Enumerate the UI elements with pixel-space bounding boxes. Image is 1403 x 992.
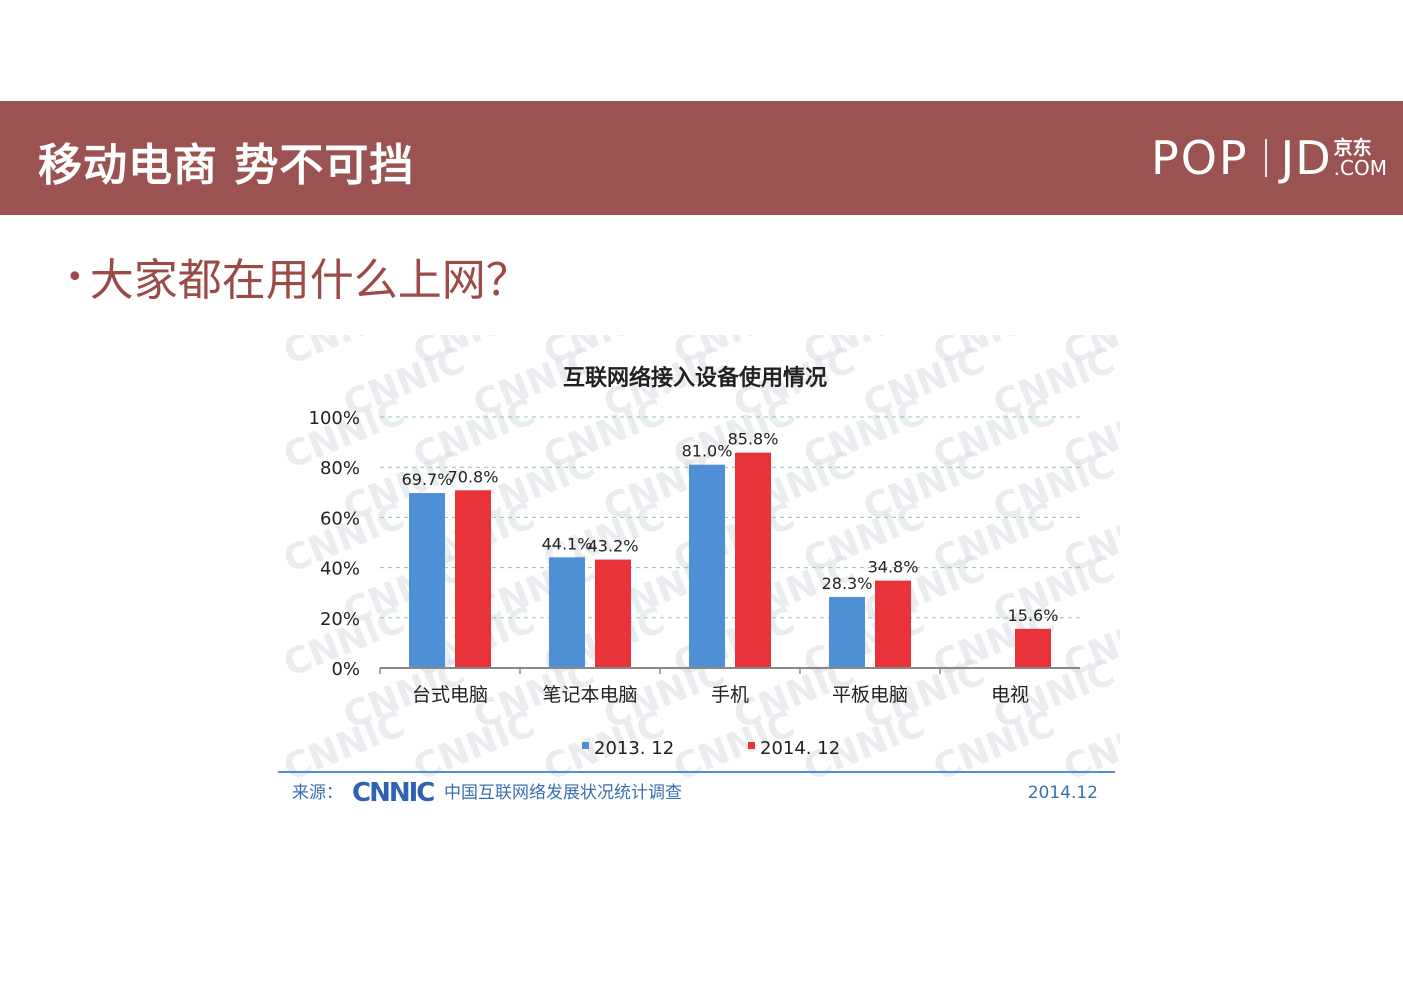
x-tick-label: 平板电脑 — [832, 684, 908, 706]
bar — [549, 557, 585, 668]
legend-label: 2013. 12 — [594, 738, 674, 759]
y-tick-label: 40% — [320, 559, 360, 580]
legend-swatch — [748, 742, 755, 749]
legend-label: 2014. 12 — [760, 738, 840, 759]
data-label: 85.8% — [728, 430, 779, 449]
bar — [595, 559, 631, 668]
subtitle-text: 大家都在用什么上网？ — [89, 255, 530, 306]
source-date: 2014.12 — [1028, 783, 1098, 803]
y-tick-label: 60% — [320, 508, 360, 529]
brand-stack: 京东 .COM — [1333, 136, 1387, 180]
bar — [455, 490, 491, 668]
brand-logo: POP JD 京东 .COM — [1151, 131, 1387, 185]
bar — [875, 580, 911, 668]
header-band: 移动电商 势不可挡 POP JD 京东 .COM — [0, 101, 1403, 215]
data-label: 70.8% — [448, 467, 499, 486]
data-label: 34.8% — [868, 558, 919, 577]
bar — [409, 493, 445, 668]
data-label: 81.0% — [682, 442, 733, 461]
source-org: 中国互联网络发展状况统计调查 — [444, 783, 682, 803]
brand-jd: JD — [1280, 131, 1332, 185]
source-prefix: 来源： — [292, 783, 343, 803]
cnnic-logo: CNNIC — [352, 778, 434, 808]
bar — [829, 596, 865, 668]
label-layer: 69.7%70.8% 44.1%43.2% 81.0%85.8% 28.3%34.8%… — [402, 430, 1059, 625]
bullet: • — [66, 260, 84, 295]
bar — [689, 464, 725, 668]
legend-swatch — [582, 742, 589, 749]
legend: 2013. 12 2014. 12 — [582, 738, 840, 759]
bar-chart: CNNICCNNICCNNICCNNICCNNICCNNICCNNICCNNIC… — [278, 335, 1120, 808]
data-label: 15.6% — [1008, 606, 1059, 625]
x-tick-label: 笔记本电脑 — [542, 684, 637, 706]
chart-title: 互联网络接入设备使用情况 — [563, 365, 827, 391]
bar-layer — [409, 452, 1051, 668]
data-label: 43.2% — [588, 537, 639, 556]
x-tick-label: 台式电脑 — [412, 684, 488, 706]
brand-cn: 京东 — [1333, 136, 1372, 159]
page-title: 移动电商 势不可挡 — [38, 140, 415, 191]
y-tick-label: 0% — [331, 659, 360, 680]
watermark-text: CNNIC — [1058, 704, 1120, 789]
bar — [735, 452, 771, 668]
data-label: 44.1% — [542, 534, 593, 553]
brand-pop: POP — [1150, 131, 1249, 185]
x-tick-label: 手机 — [711, 684, 749, 706]
brand-com: .COM — [1333, 155, 1387, 180]
section-subtitle: • 大家都在用什么上网？ — [66, 244, 530, 308]
x-tick-label: 电视 — [991, 684, 1029, 706]
axis-layer: 0% 20% 40% 60% 80% 100% 台式电脑 笔记本电脑 手机 平板电脑 电视 — [309, 408, 1080, 706]
y-tick-label: 20% — [320, 609, 360, 630]
brand-divider — [1264, 139, 1267, 177]
y-tick-label: 80% — [320, 458, 360, 479]
bar — [1015, 628, 1051, 668]
data-label: 69.7% — [402, 470, 453, 489]
y-tick-label: 100% — [309, 408, 360, 429]
data-label: 28.3% — [822, 574, 873, 593]
